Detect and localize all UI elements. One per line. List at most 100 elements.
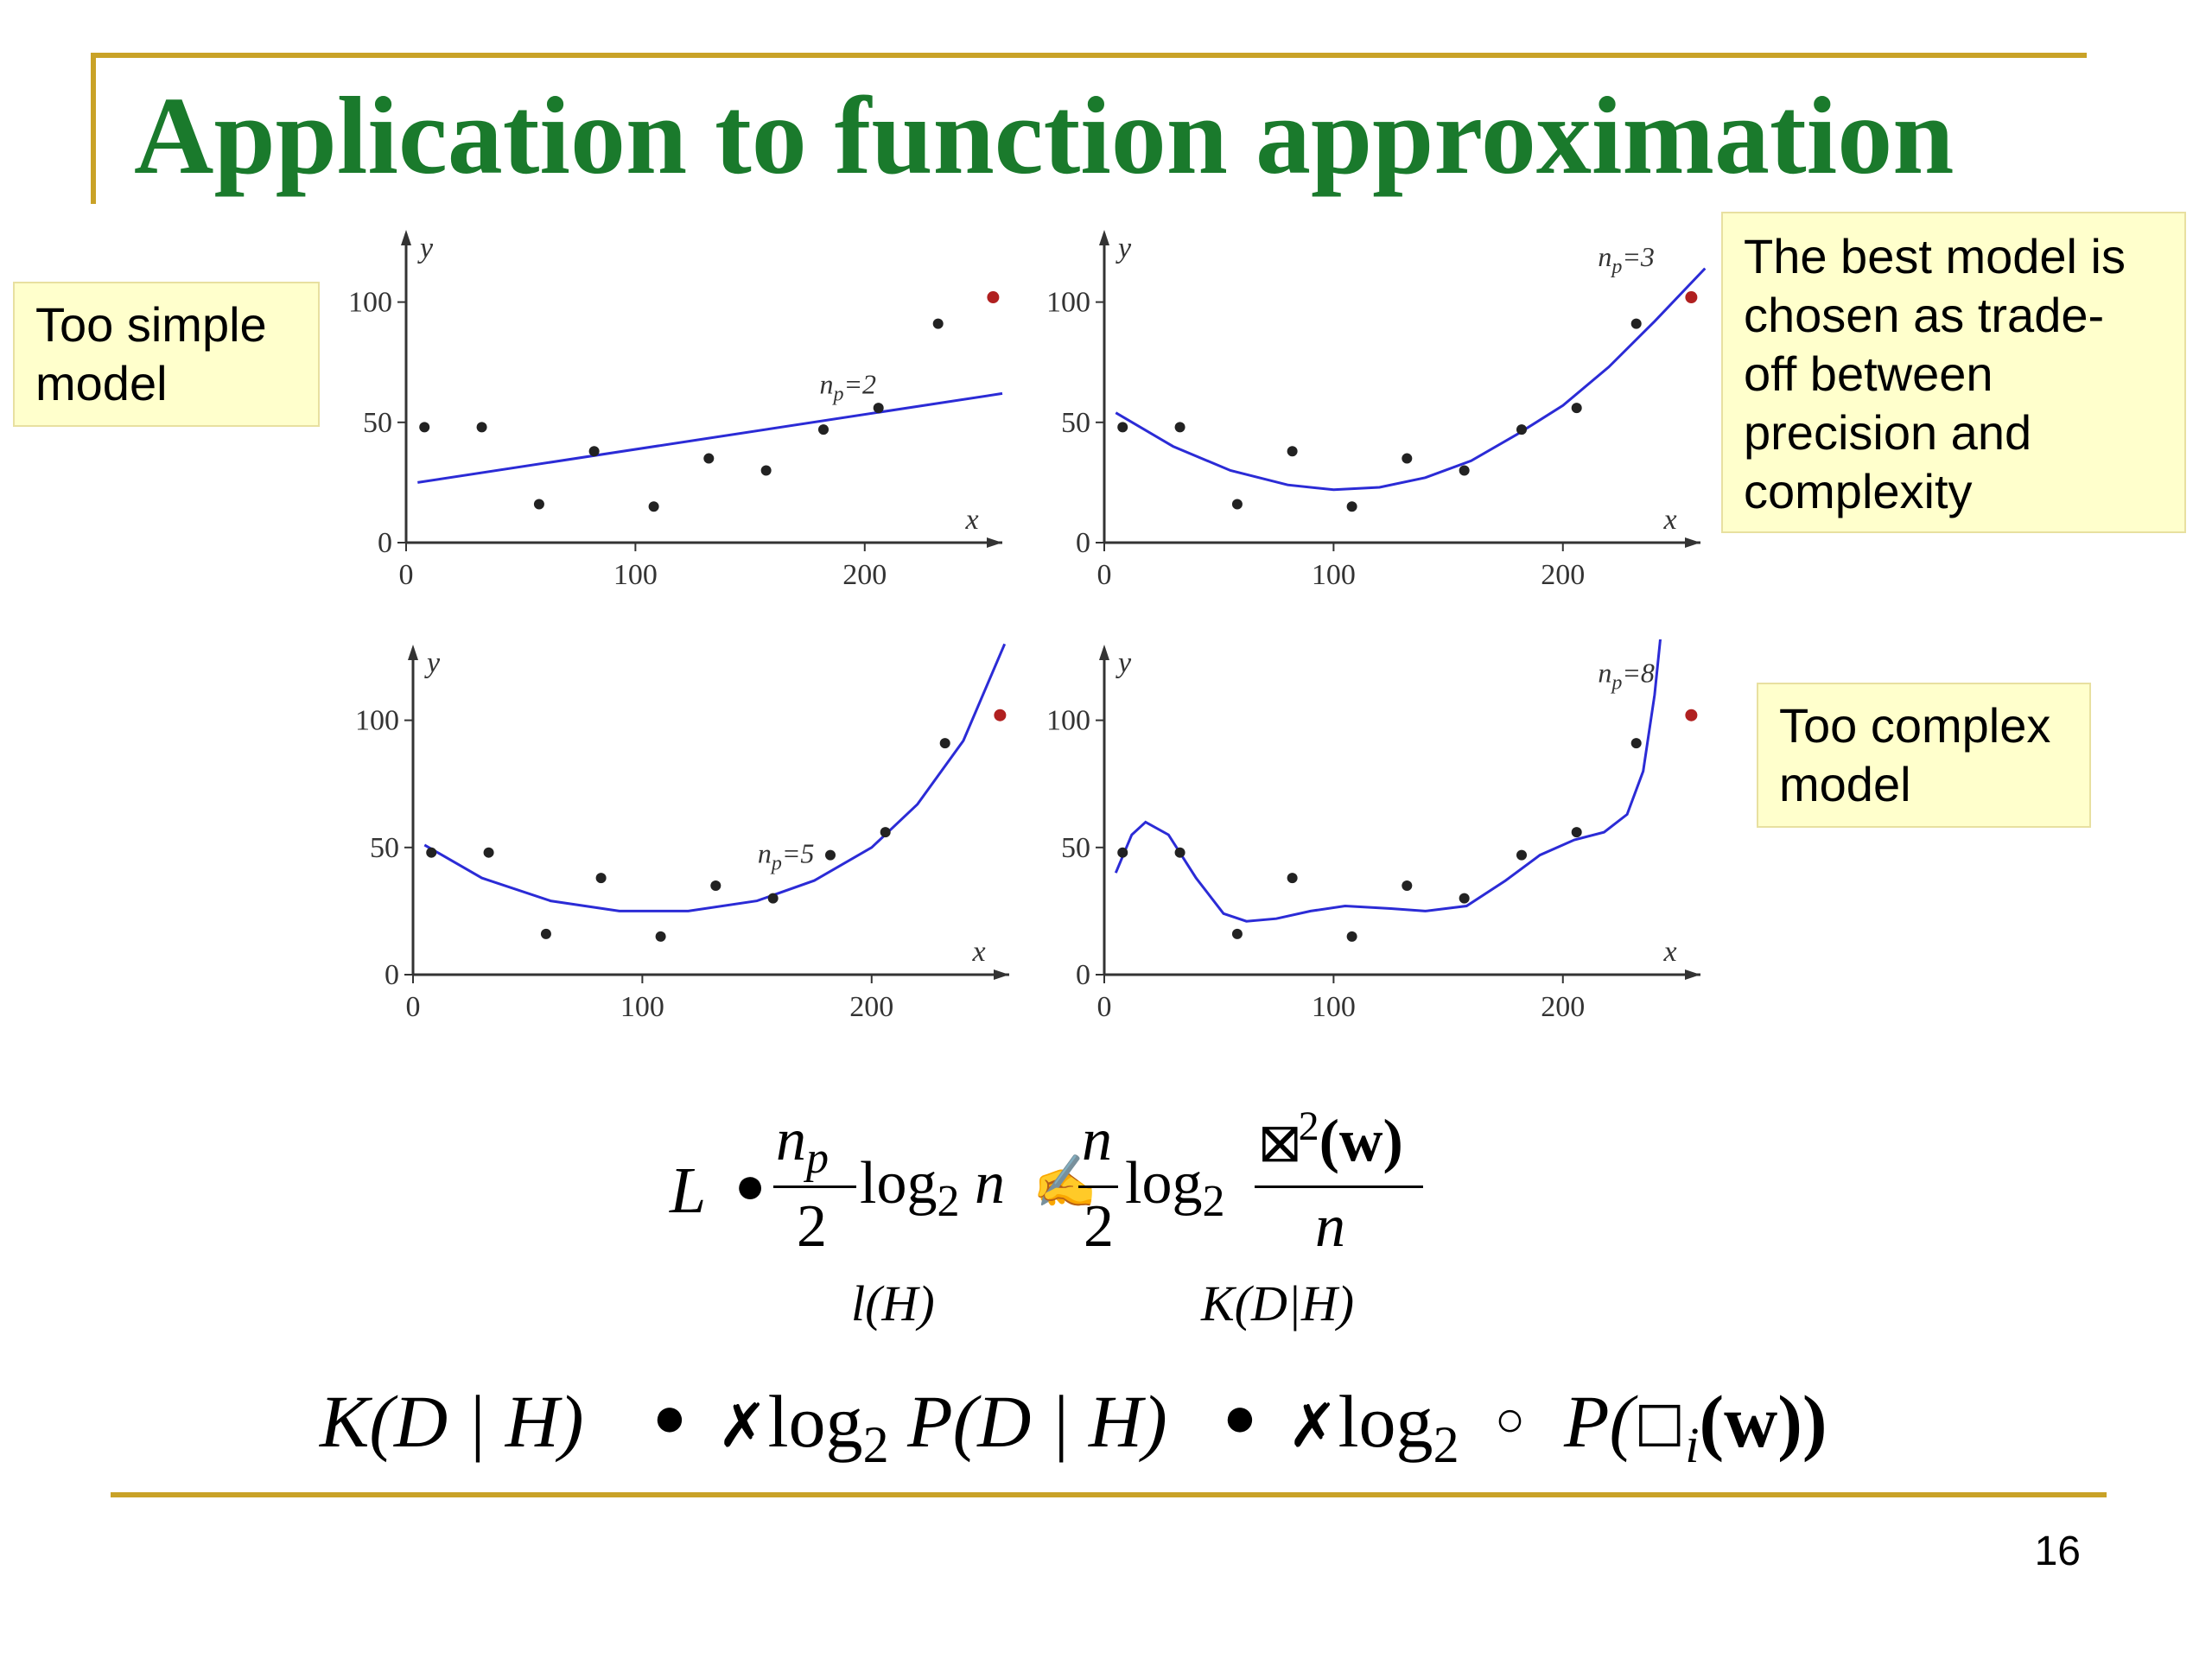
- fraction-bar: [773, 1185, 856, 1188]
- data-point: [873, 403, 884, 414]
- data-point: [1231, 928, 1243, 939]
- formula1-frac3-num: ⛝2(w): [1262, 1103, 1403, 1175]
- formula1-label-kdh: K(D|H): [1201, 1275, 1355, 1332]
- data-point: [1402, 880, 1413, 891]
- data-point: [1346, 501, 1357, 512]
- outlier-point: [994, 709, 1007, 721]
- formula1-op1: ●: [734, 1157, 766, 1214]
- note-line: model: [1779, 757, 1911, 811]
- formula1-frac2-den: 2: [1084, 1193, 1114, 1260]
- data-point: [483, 847, 494, 858]
- x-axis-label: x: [972, 936, 986, 968]
- formula1-frac1-num: np: [776, 1107, 829, 1183]
- fit-curve: [417, 391, 1003, 484]
- data-point: [533, 499, 544, 510]
- x-tick-label: 0: [406, 991, 421, 1023]
- y-axis-label: y: [1116, 647, 1132, 679]
- formula2-op3: ○: [1495, 1391, 1526, 1447]
- data-point: [1459, 465, 1470, 476]
- note-line: Too complex: [1779, 698, 2051, 753]
- data-point: [1630, 318, 1642, 329]
- y-tick-label: 100: [355, 705, 399, 737]
- model-size-label: np=3: [1598, 241, 1655, 278]
- outlier-point: [1685, 709, 1698, 721]
- x-tick-label: 0: [1097, 559, 1112, 591]
- y-tick-label: 0: [378, 527, 392, 559]
- data-point: [1117, 847, 1128, 858]
- model-size-label: np=8: [1598, 657, 1655, 694]
- x-tick-label: 100: [620, 991, 664, 1023]
- data-point: [1571, 827, 1582, 838]
- data-point: [1287, 873, 1298, 884]
- formula1-frac2-num: n: [1082, 1107, 1112, 1173]
- y-axis-label: y: [424, 647, 441, 679]
- outlier-point: [987, 291, 1000, 304]
- x-axis-label: x: [1663, 504, 1677, 536]
- data-point: [767, 893, 779, 904]
- y-tick-label: 100: [348, 287, 392, 319]
- x-axis-arrow: [1685, 969, 1700, 980]
- y-tick-label: 50: [363, 407, 392, 439]
- x-tick-label: 200: [842, 559, 887, 591]
- y-tick-label: 100: [1046, 287, 1090, 319]
- note-line: off between: [1744, 346, 1993, 401]
- formula2-lhs: K(D | H): [320, 1380, 584, 1463]
- formula1-frac3-den: n: [1315, 1193, 1345, 1260]
- page-number: 16: [2034, 1529, 2081, 1574]
- data-point: [1117, 422, 1128, 433]
- x-tick-label: 200: [1541, 991, 1585, 1023]
- formula2-part2: ✗log2: [1287, 1380, 1459, 1474]
- note-line: chosen as trade-: [1744, 288, 2105, 342]
- y-axis-arrow: [408, 645, 418, 660]
- data-point: [426, 847, 437, 858]
- outlier-point: [1685, 291, 1698, 304]
- x-axis-arrow: [1685, 537, 1700, 548]
- fraction-bar: [1078, 1185, 1118, 1188]
- left-rule: [91, 53, 96, 204]
- data-point: [880, 827, 891, 838]
- model-size-label: np=5: [758, 837, 815, 874]
- data-point: [710, 880, 721, 891]
- note-line: model: [35, 356, 168, 410]
- data-point: [760, 465, 772, 476]
- x-tick-label: 200: [849, 991, 893, 1023]
- y-axis-arrow: [401, 230, 411, 245]
- note-line: The best model is: [1744, 229, 2126, 283]
- data-point: [595, 873, 607, 884]
- x-tick-label: 100: [1312, 559, 1356, 591]
- data-point: [932, 318, 944, 329]
- data-point: [540, 928, 551, 939]
- formula1-label-lh: l(H): [851, 1275, 935, 1332]
- data-point: [1516, 424, 1527, 435]
- formula2-part1: ✗log2 P(D | H): [717, 1380, 1167, 1474]
- data-point: [825, 849, 836, 861]
- slide-title: Application to function approximation: [134, 74, 1955, 197]
- y-axis-label: y: [1116, 232, 1132, 264]
- y-tick-label: 0: [385, 959, 399, 991]
- bottom-rule: [111, 1492, 2107, 1497]
- data-point: [1402, 453, 1413, 464]
- x-tick-label: 100: [1312, 991, 1356, 1023]
- data-point: [703, 453, 715, 464]
- note-line: precision and: [1744, 405, 2032, 460]
- y-tick-label: 50: [1061, 832, 1090, 864]
- data-point: [476, 422, 487, 433]
- y-tick-label: 50: [370, 832, 399, 864]
- fit-curve: [423, 643, 1007, 912]
- formula1-log2: log2: [1125, 1150, 1225, 1226]
- data-point: [818, 424, 829, 435]
- data-point: [648, 501, 659, 512]
- data-point: [1346, 931, 1357, 942]
- top-rule: [91, 53, 2087, 58]
- note-too-complex: Too complex model: [1757, 683, 2091, 828]
- y-axis-arrow: [1099, 645, 1109, 660]
- y-axis-arrow: [1099, 230, 1109, 245]
- formula2-op2: ●: [1223, 1386, 1257, 1449]
- fit-curve: [1114, 639, 1662, 923]
- y-tick-label: 100: [1046, 705, 1090, 737]
- data-point: [1459, 893, 1470, 904]
- data-point: [655, 931, 666, 942]
- formula2-prob: P(☐i(w)): [1564, 1380, 1827, 1474]
- data-point: [939, 738, 950, 749]
- formula1-op2: ✍: [1033, 1154, 1097, 1211]
